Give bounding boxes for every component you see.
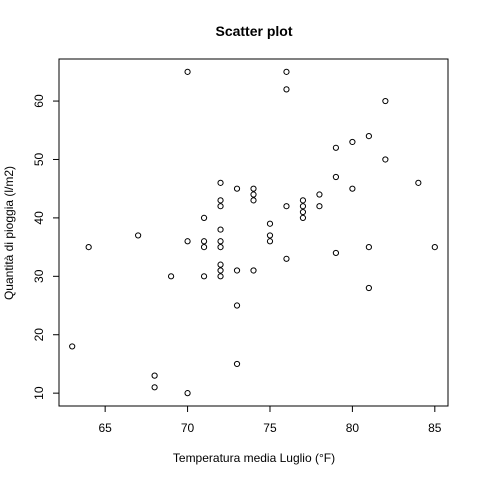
data-point [233,302,241,309]
x-tick-label: 75 [263,421,277,435]
data-point [217,226,224,233]
data-point [250,267,257,274]
data-point [135,232,142,239]
data-point [299,197,307,204]
y-tick-label: 40 [32,211,46,225]
data-point [217,244,224,251]
y-tick-label: 20 [32,328,46,342]
x-tick-label: 80 [346,421,360,435]
x-tick-label: 85 [428,421,442,435]
data-point [217,261,224,268]
data-point [200,238,208,245]
y-tick-label: 30 [32,269,46,283]
data-point [217,179,224,186]
data-point [217,273,224,280]
y-tick-label: 10 [32,386,46,400]
data-point [283,203,290,210]
data-point [365,133,372,140]
x-tick-label: 65 [98,421,112,435]
y-axis-label: Quantità di pioggia (l/m2) [2,166,16,300]
y-tick-label: 50 [32,152,46,166]
data-point [151,384,158,391]
data-point [283,86,290,93]
data-point [415,179,422,186]
data-point [365,284,372,292]
chart-title: Scatter plot [215,23,292,39]
data-point [332,173,340,181]
x-axis: 65 70 75 80 85 [98,406,442,435]
data-point [85,244,92,251]
data-point [349,138,356,146]
data-point [184,238,191,245]
data-point [233,267,241,274]
x-axis-label: Temperatura media Luglio (°F) [173,451,335,465]
data-point [151,372,158,379]
data-point [316,203,323,210]
y-axis: 10 20 30 40 50 60 [32,94,59,400]
plot-frame [58,58,449,407]
data-point [250,185,257,192]
data-point [332,144,340,151]
data-point [217,238,224,245]
data-point [184,68,191,75]
data-point [233,185,241,192]
data-point [316,191,323,198]
data-point [200,214,208,221]
data-point [365,244,372,251]
data-point [167,273,175,280]
data-point [69,343,76,350]
data-points [69,68,438,397]
data-point [299,214,307,221]
data-point [299,203,307,210]
data-point [299,208,307,216]
data-point [217,197,224,204]
data-point [266,238,274,245]
data-point [266,220,274,227]
data-point [200,273,208,280]
data-point [266,232,274,239]
data-point [233,360,241,368]
data-point [250,191,257,198]
data-point [217,267,224,274]
data-point [200,244,208,251]
x-tick-label: 70 [181,421,195,435]
data-point [382,156,389,163]
data-point [382,97,389,105]
data-point [283,255,290,262]
data-point [431,244,438,251]
data-point [184,390,191,397]
y-tick-label: 60 [32,94,46,108]
data-point [349,185,356,192]
data-point [283,68,290,75]
data-point [250,197,257,204]
data-point [332,249,340,257]
data-point [217,203,224,210]
